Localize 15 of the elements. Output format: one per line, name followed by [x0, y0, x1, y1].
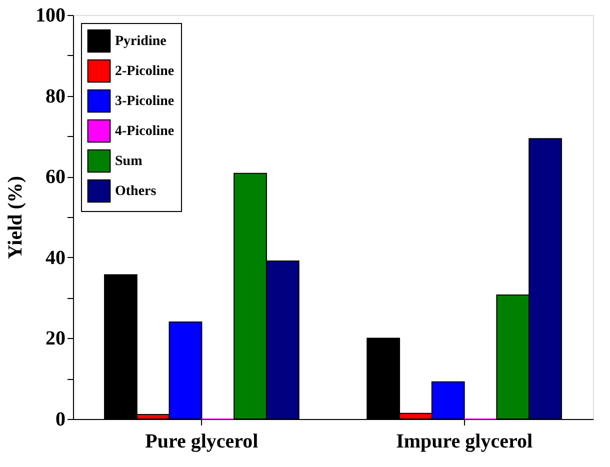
y-axis-title: Yield (%) [4, 176, 26, 260]
legend-label: Others [115, 184, 157, 199]
x-tick-label: Impure glycerol [396, 430, 533, 452]
legend-label: 2-Picoline [115, 64, 174, 79]
legend-label: Pyridine [115, 34, 166, 49]
y-tick-label: 100 [36, 4, 66, 26]
y-tick-label: 20 [46, 328, 66, 350]
y-tick-label: 0 [56, 408, 66, 430]
y-tick-label: 60 [46, 166, 66, 188]
y-tick-label: 80 [46, 85, 66, 108]
x-tick-label: Pure glycerol [145, 430, 259, 452]
legend-label: 4-Picoline [115, 124, 174, 139]
y-tick-label: 40 [46, 246, 66, 269]
legend-label: 3-Picoline [115, 94, 174, 109]
legend-label: Sum [115, 154, 143, 169]
